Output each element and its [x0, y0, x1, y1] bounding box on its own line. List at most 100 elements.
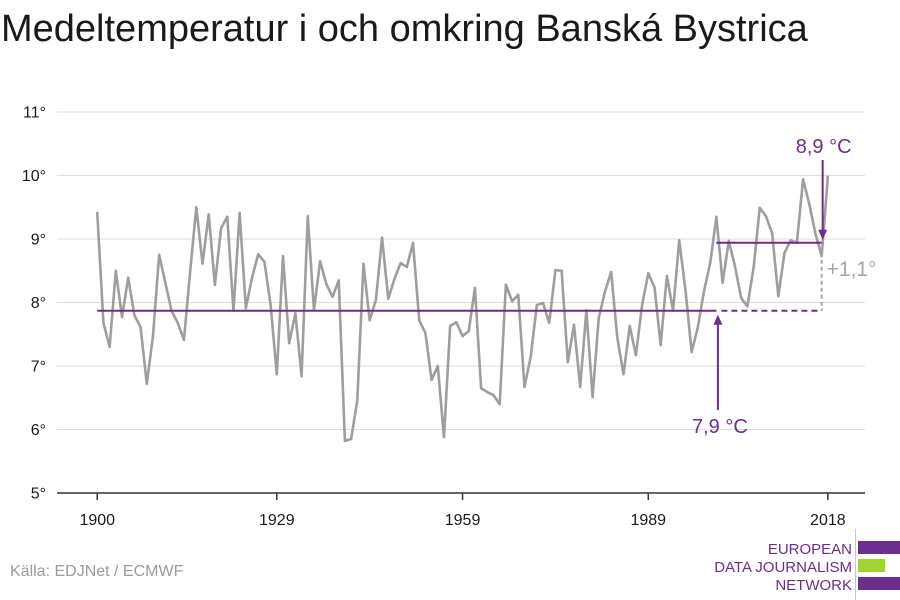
- data-point: [653, 286, 656, 289]
- data-point: [504, 283, 508, 286]
- data-point: [622, 373, 625, 376]
- data-point: [195, 206, 198, 209]
- data-point: [387, 297, 390, 300]
- data-point: [250, 276, 254, 279]
- data-point: [331, 295, 334, 298]
- data-point: [436, 364, 439, 368]
- data-point: [801, 178, 805, 181]
- data-point: [374, 298, 378, 302]
- recent-average-label: 8,9 °C: [796, 136, 852, 158]
- logo-text-network: NETWORK: [775, 577, 852, 594]
- data-point: [281, 254, 285, 258]
- data-point: [405, 265, 409, 269]
- data-point: [690, 350, 693, 354]
- data-point: [244, 307, 248, 310]
- data-point: [294, 312, 297, 315]
- data-point: [777, 294, 780, 298]
- data-point: [541, 301, 545, 305]
- logo-bar-bottom: [858, 577, 900, 590]
- data-point: [318, 260, 322, 263]
- data-point: [721, 281, 724, 285]
- y-tick-label: 7°: [31, 359, 46, 376]
- x-tick-label: 1929: [259, 512, 295, 529]
- data-point: [455, 320, 458, 324]
- x-tick-label: 1989: [630, 512, 666, 529]
- data-point: [554, 268, 557, 272]
- data-point: [157, 253, 161, 257]
- data-point: [257, 253, 260, 256]
- data-point: [492, 394, 495, 397]
- data-point: [498, 402, 501, 406]
- data-point: [696, 326, 700, 329]
- data-point: [746, 305, 749, 308]
- difference-label: +1,1°: [827, 258, 877, 281]
- gridlines: [57, 111, 865, 430]
- data-point: [399, 261, 402, 265]
- data-point: [213, 283, 217, 286]
- data-point: [120, 315, 124, 319]
- data-point: [647, 272, 650, 275]
- y-tick-label: 5°: [31, 486, 46, 503]
- chart-title: Medeltemperatur i och omkring Banská Bys…: [1, 8, 809, 50]
- data-point: [188, 270, 192, 274]
- data-point: [659, 343, 662, 347]
- data-point: [709, 261, 712, 265]
- y-tick-label: 8°: [31, 295, 46, 312]
- data-point: [325, 282, 328, 286]
- data-point: [603, 290, 607, 293]
- data-point: [393, 277, 396, 281]
- data-point: [461, 334, 464, 338]
- baseline-arrowhead: [713, 314, 723, 325]
- data-point: [640, 303, 644, 307]
- data-point: [578, 385, 582, 389]
- data-point: [102, 321, 105, 325]
- data-point: [473, 286, 477, 290]
- data-point: [114, 269, 118, 272]
- data-point: [356, 399, 359, 402]
- data-point: [826, 175, 830, 178]
- data-point: [783, 251, 786, 255]
- data-point: [517, 293, 520, 297]
- data-point: [770, 232, 774, 235]
- data-point: [634, 354, 638, 357]
- data-point: [96, 211, 99, 215]
- data-point: [368, 319, 371, 322]
- data-point: [139, 326, 142, 329]
- data-point: [269, 303, 272, 307]
- data-point: [739, 296, 743, 300]
- data-point: [727, 239, 730, 243]
- data-point: [678, 239, 681, 242]
- data-point: [609, 270, 613, 274]
- data-point: [510, 300, 514, 303]
- data-point: [808, 202, 811, 206]
- data-point: [442, 435, 446, 439]
- logo-text-data-journalism: DATA JOURNALISM: [714, 559, 852, 576]
- baseline-average-label: 7,9 °C: [692, 416, 748, 438]
- data-point: [566, 360, 569, 364]
- logo-bar-middle: [858, 559, 885, 572]
- data-point: [287, 341, 291, 345]
- data-point: [733, 265, 737, 268]
- data-point: [164, 281, 167, 285]
- annotations: 7,9 °C 8,9 °C +1,1°: [692, 136, 877, 438]
- data-point: [486, 390, 489, 394]
- y-tick-label: 10°: [22, 168, 46, 185]
- data-point: [343, 439, 347, 443]
- data-point: [176, 321, 179, 325]
- data-point: [424, 331, 427, 335]
- data-point: [337, 279, 340, 282]
- data-point: [715, 215, 718, 218]
- data-point: [597, 316, 600, 319]
- data-point: [560, 269, 563, 272]
- data-point: [764, 214, 768, 218]
- x-tick-label: 2018: [810, 512, 846, 529]
- data-point: [108, 345, 111, 349]
- data-point: [263, 260, 266, 264]
- data-point: [591, 395, 594, 399]
- temperature-series: [95, 175, 830, 443]
- y-tick-label: 11°: [23, 105, 46, 122]
- logo-text-european: EUROPEAN: [768, 541, 852, 558]
- data-point: [182, 338, 186, 342]
- source-note: Källa: EDJNet / ECMWF: [10, 563, 184, 580]
